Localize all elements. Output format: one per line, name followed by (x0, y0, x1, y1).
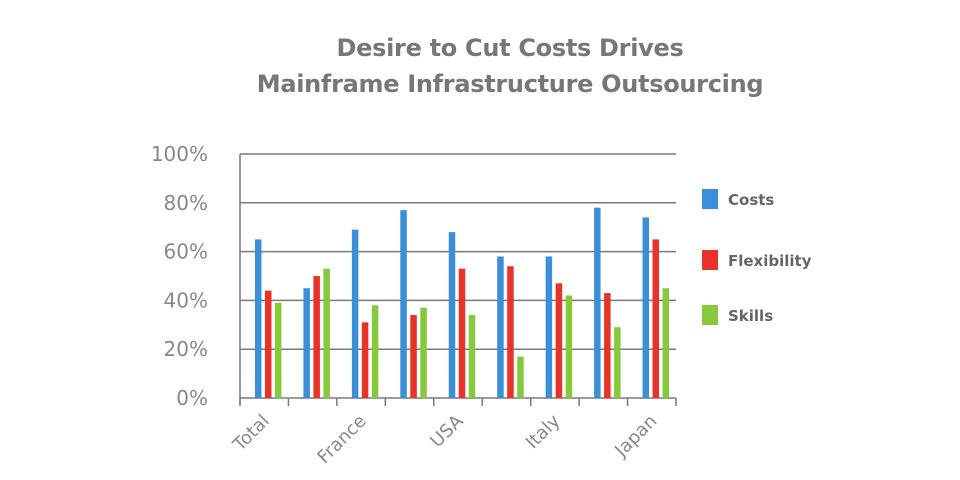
x-category-label: Italy (522, 410, 565, 453)
legend-swatch-flexibility (702, 250, 718, 270)
bar-skills (371, 305, 379, 398)
gridlines (240, 153, 676, 399)
x-category-label: USA (426, 410, 468, 452)
y-tick-label: 0% (176, 386, 208, 410)
bar-costs (303, 288, 310, 398)
legend-swatch-costs (702, 189, 718, 209)
bar-flexibility (652, 239, 660, 398)
bar-flexibility (458, 268, 466, 398)
x-category-label: Japan (610, 411, 661, 462)
y-tick-label: 60% (164, 240, 208, 264)
chart-title: Desire to Cut Costs Drives Mainframe Inf… (200, 30, 820, 102)
bar-costs (497, 256, 504, 398)
x-axis: Total France USA Italy Japan (228, 398, 677, 468)
bar-flexibility (604, 293, 611, 398)
bar-flexibility (361, 322, 369, 398)
bar-flexibility (264, 290, 272, 398)
legend-label-flexibility: Flexibility (728, 252, 812, 270)
y-tick-label: 100% (151, 142, 208, 166)
bar-flexibility (507, 266, 514, 398)
y-tick-label: 80% (164, 191, 208, 215)
bar-skills (517, 356, 524, 398)
bar-flexibility (410, 315, 417, 398)
chart-title-line-2: Mainframe Infrastructure Outsourcing (256, 70, 764, 98)
legend-label-skills: Skills (728, 307, 773, 325)
x-category-label: Total (228, 411, 273, 456)
bar-costs (594, 207, 601, 398)
y-tick-label: 20% (164, 337, 208, 361)
bar-costs (400, 210, 407, 398)
bar-costs (351, 229, 359, 398)
bar-skills (323, 268, 330, 398)
x-category-label: France (313, 411, 370, 468)
chart-title-line-1: Desire to Cut Costs Drives (336, 34, 684, 62)
legend: Costs Flexibility Skills (702, 189, 812, 325)
legend-swatch-skills (702, 305, 718, 325)
bar-costs (254, 239, 262, 398)
bar-flexibility (313, 276, 320, 398)
bar-skills (565, 295, 573, 398)
bar-costs (448, 232, 456, 398)
bar-skills (468, 315, 476, 398)
bar-costs (545, 256, 553, 398)
bars (254, 207, 670, 398)
legend-label-costs: Costs (728, 191, 774, 209)
y-axis: 0% 20% 40% 60% 80% 100% (151, 142, 241, 410)
bar-costs (642, 217, 650, 398)
bar-skills (274, 302, 282, 398)
bar-flexibility (555, 283, 563, 398)
bar-skills (662, 288, 670, 398)
bar-skills (614, 327, 621, 398)
bar-skills (420, 307, 427, 398)
y-tick-label: 40% (164, 288, 208, 312)
